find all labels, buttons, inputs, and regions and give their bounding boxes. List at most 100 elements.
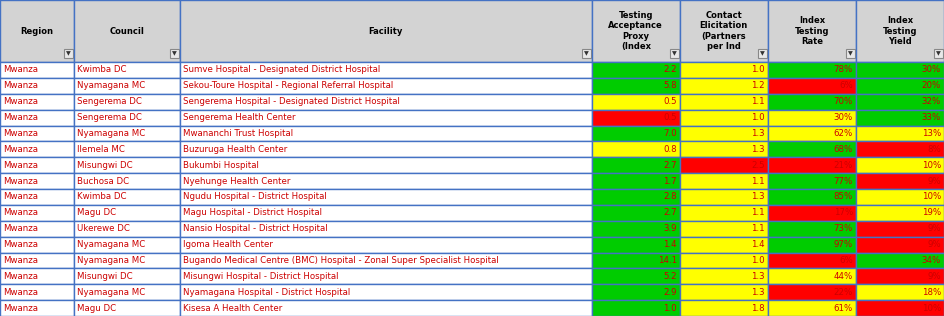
- Text: Mwanza: Mwanza: [3, 161, 38, 170]
- Bar: [592, 62, 680, 78]
- FancyBboxPatch shape: [582, 49, 591, 58]
- Bar: [180, 173, 592, 189]
- Text: Ilemela MC: Ilemela MC: [76, 145, 125, 154]
- Bar: [0, 94, 74, 110]
- Bar: [180, 237, 592, 252]
- Bar: [0, 237, 74, 252]
- Text: 2.2: 2.2: [664, 65, 677, 75]
- Text: 77%: 77%: [834, 177, 853, 185]
- Bar: [180, 0, 592, 62]
- Bar: [767, 94, 856, 110]
- Text: Magu DC: Magu DC: [76, 208, 116, 217]
- Bar: [0, 268, 74, 284]
- Bar: [180, 78, 592, 94]
- Text: Index
Testing
Rate: Index Testing Rate: [795, 16, 829, 46]
- Text: 9%: 9%: [927, 224, 941, 233]
- Text: Mwanza: Mwanza: [3, 177, 38, 185]
- Text: 5.2: 5.2: [664, 272, 677, 281]
- Bar: [74, 173, 180, 189]
- Text: ▼: ▼: [172, 51, 177, 56]
- Text: Mwanza: Mwanza: [3, 81, 38, 90]
- Text: ▼: ▼: [848, 51, 852, 56]
- Bar: [74, 141, 180, 157]
- Text: Nyamagana MC: Nyamagana MC: [76, 256, 145, 265]
- FancyBboxPatch shape: [934, 49, 943, 58]
- Text: Bugando Medical Centre (BMC) Hospital - Zonal Super Specialist Hospital: Bugando Medical Centre (BMC) Hospital - …: [183, 256, 498, 265]
- Text: Region: Region: [21, 27, 54, 35]
- Text: Mwanza: Mwanza: [3, 145, 38, 154]
- Text: Bukumbi Hospital: Bukumbi Hospital: [183, 161, 259, 170]
- Text: 17%: 17%: [834, 208, 853, 217]
- Text: ▼: ▼: [936, 51, 941, 56]
- Text: Misungwi DC: Misungwi DC: [76, 161, 132, 170]
- Bar: [680, 205, 767, 221]
- Bar: [767, 205, 856, 221]
- Bar: [0, 141, 74, 157]
- Bar: [0, 110, 74, 125]
- Bar: [856, 157, 944, 173]
- Text: 1.0: 1.0: [751, 113, 765, 122]
- Text: Nyamagana MC: Nyamagana MC: [76, 240, 145, 249]
- Bar: [180, 157, 592, 173]
- Text: ▼: ▼: [760, 51, 765, 56]
- Bar: [0, 173, 74, 189]
- Text: 21%: 21%: [834, 161, 853, 170]
- Bar: [0, 284, 74, 300]
- Text: 73%: 73%: [834, 224, 853, 233]
- Text: Sumve Hospital - Designated District Hospital: Sumve Hospital - Designated District Hos…: [183, 65, 380, 75]
- Bar: [856, 141, 944, 157]
- Text: 2.8: 2.8: [664, 192, 677, 201]
- Bar: [767, 62, 856, 78]
- Text: 1.8: 1.8: [751, 304, 765, 313]
- Bar: [592, 94, 680, 110]
- Text: Mwananchi Trust Hospital: Mwananchi Trust Hospital: [183, 129, 293, 138]
- Text: 8%: 8%: [927, 145, 941, 154]
- Text: Kisesa A Health Center: Kisesa A Health Center: [183, 304, 282, 313]
- Text: 1.2: 1.2: [751, 81, 765, 90]
- Text: 1.7: 1.7: [664, 177, 677, 185]
- Bar: [680, 237, 767, 252]
- Text: 9%: 9%: [927, 272, 941, 281]
- Bar: [180, 189, 592, 205]
- Bar: [592, 268, 680, 284]
- Text: 2.7: 2.7: [664, 161, 677, 170]
- Text: Nyamagana Hospital - District Hospital: Nyamagana Hospital - District Hospital: [183, 288, 350, 297]
- Text: Misungwi DC: Misungwi DC: [76, 272, 132, 281]
- Text: 13%: 13%: [921, 129, 941, 138]
- Text: 1.3: 1.3: [751, 288, 765, 297]
- Bar: [74, 0, 180, 62]
- Text: 6%: 6%: [839, 256, 853, 265]
- Text: 1.0: 1.0: [751, 65, 765, 75]
- Bar: [767, 268, 856, 284]
- Text: 33%: 33%: [921, 113, 941, 122]
- Bar: [0, 62, 74, 78]
- Bar: [180, 94, 592, 110]
- Bar: [74, 205, 180, 221]
- Text: Council: Council: [110, 27, 144, 35]
- Text: Nansio Hospital - District Hospital: Nansio Hospital - District Hospital: [183, 224, 328, 233]
- Text: 3.9: 3.9: [664, 224, 677, 233]
- Text: 30%: 30%: [834, 113, 853, 122]
- Bar: [856, 78, 944, 94]
- Bar: [180, 268, 592, 284]
- Text: 0.5: 0.5: [664, 113, 677, 122]
- FancyBboxPatch shape: [670, 49, 679, 58]
- Bar: [767, 252, 856, 268]
- Bar: [74, 110, 180, 125]
- Text: Nyamagana MC: Nyamagana MC: [76, 288, 145, 297]
- Text: 10%: 10%: [921, 161, 941, 170]
- Bar: [0, 221, 74, 237]
- Text: 18%: 18%: [921, 288, 941, 297]
- Text: Mwanza: Mwanza: [3, 240, 38, 249]
- Bar: [74, 94, 180, 110]
- Text: ▼: ▼: [584, 51, 589, 56]
- Text: 1.3: 1.3: [751, 129, 765, 138]
- Text: ▼: ▼: [672, 51, 677, 56]
- Text: Contact
Elicitation
(Partners
per Ind: Contact Elicitation (Partners per Ind: [700, 11, 748, 51]
- Bar: [592, 221, 680, 237]
- Text: Sengerema Health Center: Sengerema Health Center: [183, 113, 295, 122]
- Bar: [856, 94, 944, 110]
- Bar: [680, 78, 767, 94]
- Bar: [592, 141, 680, 157]
- Text: Buzuruga Health Center: Buzuruga Health Center: [183, 145, 287, 154]
